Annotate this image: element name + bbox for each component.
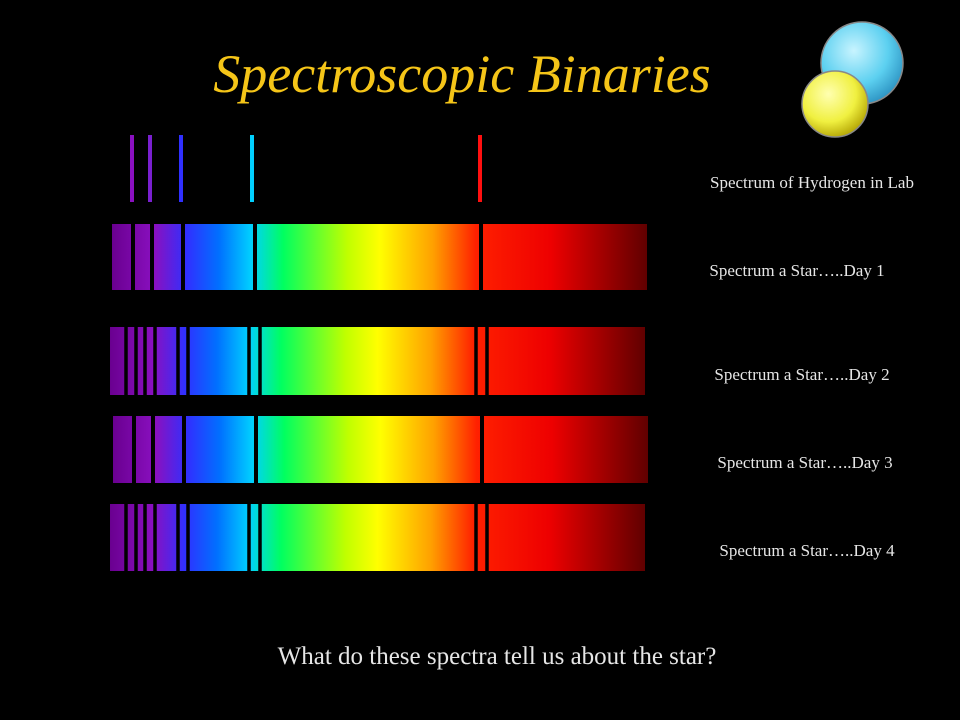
spectrum-label: Spectrum a Star…..Day 4 [719,541,895,560]
question: What do these spectra tell us about the … [278,643,717,670]
spectrum-day-1 [112,224,647,290]
spectrum-label: Spectrum a Star…..Day 2 [714,365,889,384]
spectrum-label: Spectrum of Hydrogen in Lab [710,173,914,192]
binary-star-icon [801,21,904,138]
spectrum-label: Spectrum a Star…..Day 3 [717,453,892,472]
spectrum-day-2 [110,327,645,395]
spectrum-label: Spectrum a Star…..Day 1 [709,261,884,280]
spectrum-day-3 [113,416,648,483]
lab-lines [130,135,482,202]
title: Spectroscopic Binaries [213,44,710,104]
spectrum-day-4 [110,504,645,571]
